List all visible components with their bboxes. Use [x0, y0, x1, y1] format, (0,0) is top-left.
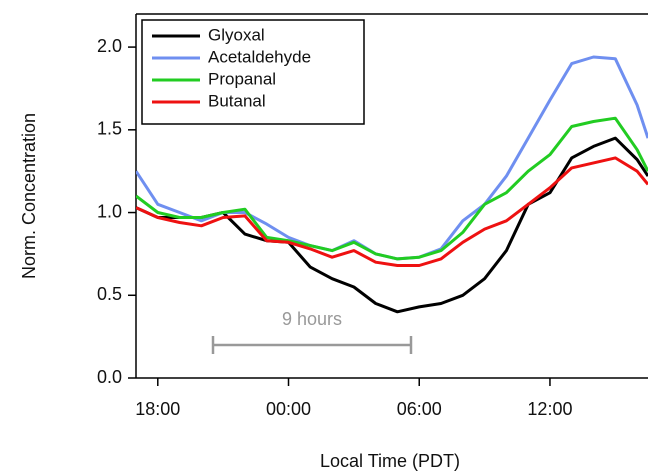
- plot-area: [136, 55, 648, 314]
- x-axis-label: Local Time (PDT): [320, 451, 460, 471]
- y-axis-label: Norm. Concentration: [19, 113, 39, 279]
- x-tick-label: 00:00: [266, 399, 311, 419]
- legend-label: Butanal: [208, 91, 266, 110]
- legend-box: [141, 19, 365, 125]
- annotation: 9 hours: [282, 309, 342, 329]
- y-tick-label: 2.0: [97, 36, 122, 56]
- legend-label: Acetaldehyde: [208, 47, 311, 66]
- y-tick-label: 0.0: [97, 367, 122, 387]
- series-line: [136, 136, 648, 314]
- legend-label: Propanal: [208, 69, 276, 88]
- x-tick-label: 18:00: [135, 399, 180, 419]
- span-bracket: [211, 336, 413, 354]
- x-tick-label: 12:00: [527, 399, 572, 419]
- legend-label: Glyoxal: [208, 25, 265, 44]
- y-tick-label: 0.5: [97, 284, 122, 304]
- x-tick-label: 06:00: [397, 399, 442, 419]
- y-tick-label: 1.5: [97, 119, 122, 139]
- series-line: [136, 116, 648, 261]
- series-line: [136, 156, 648, 267]
- y-tick-label: 1.0: [97, 201, 122, 221]
